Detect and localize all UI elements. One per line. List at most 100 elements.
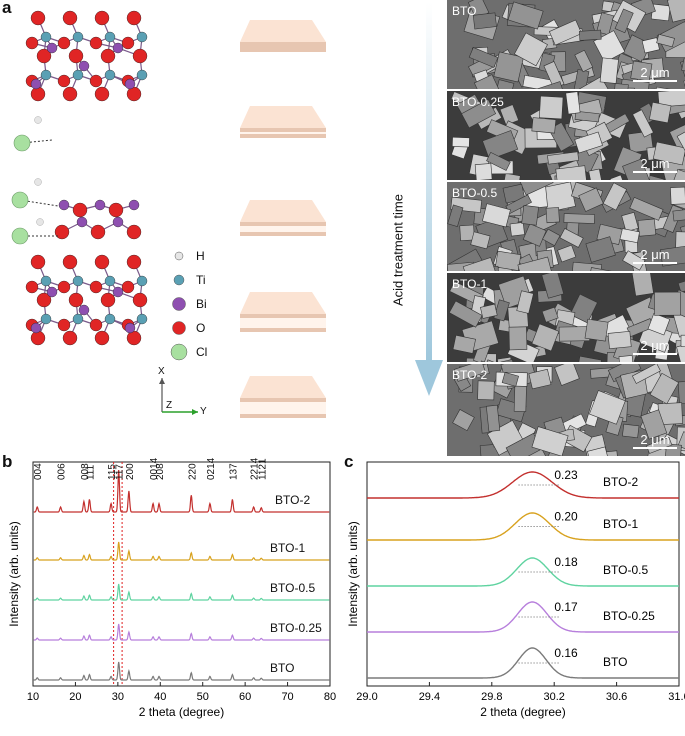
layer-schematic xyxy=(240,20,326,418)
peak-label: 137 xyxy=(228,463,239,480)
series-line xyxy=(367,557,679,587)
panel-a-label: a xyxy=(2,0,12,17)
axis-z-label: Z xyxy=(166,400,173,411)
series-line xyxy=(367,471,679,499)
fwhm-value: 0.16 xyxy=(554,646,578,660)
peak-label: 0214 xyxy=(206,457,217,480)
atom-swatch-icon xyxy=(173,274,185,286)
sem-label: BTO xyxy=(452,4,477,18)
panel-c-label: c xyxy=(344,452,354,471)
tick-label: 31.0 xyxy=(668,691,685,703)
series-line xyxy=(367,601,679,633)
peak-label: 008 xyxy=(80,463,91,480)
fwhm-value: 0.17 xyxy=(554,600,578,614)
peak-label: 2214 xyxy=(250,457,261,480)
tick-label: 29.0 xyxy=(356,691,377,703)
atom-swatch-icon xyxy=(174,251,184,261)
series-label: BTO-0.5 xyxy=(270,581,315,595)
legend-label: Bi xyxy=(196,297,207,311)
x-axis-label: 2 theta (degree) xyxy=(480,705,565,719)
legend-item-bi: Bi xyxy=(170,292,207,316)
sem-image: BTO-0.25 2 μm xyxy=(447,91,685,180)
tick-label: 29.4 xyxy=(419,691,440,703)
scale-bar: 2 μm xyxy=(633,247,677,265)
legend-label: H xyxy=(196,249,205,263)
scale-bar: 2 μm xyxy=(633,156,677,174)
tick-label: 10 xyxy=(27,691,39,703)
legend-label: Ti xyxy=(196,273,206,287)
fwhm-value: 0.18 xyxy=(554,555,578,569)
legend-label: O xyxy=(196,321,206,335)
peak-label: 115 xyxy=(107,464,118,480)
sem-image: BTO-0.5 2 μm xyxy=(447,182,685,271)
panel-b-label: b xyxy=(2,452,13,471)
acid-treatment-arrow xyxy=(415,2,443,396)
tick-label: 29.8 xyxy=(481,691,502,703)
sem-texture xyxy=(447,273,685,362)
peak-label: 208 xyxy=(155,463,166,480)
tick-label: 80 xyxy=(324,691,336,703)
tick-label: 30.2 xyxy=(543,691,564,703)
legend-item-ti: Ti xyxy=(170,268,207,292)
tick-label: 50 xyxy=(197,691,209,703)
sem-texture xyxy=(447,182,685,271)
series-label: BTO-1 xyxy=(603,517,638,531)
x-axis-label: 2 theta (degree) xyxy=(139,705,224,719)
scale-bar: 2 μm xyxy=(633,65,677,83)
series-label: BTO xyxy=(603,655,627,669)
atom-swatch-icon xyxy=(170,343,188,361)
series-line xyxy=(33,661,330,681)
y-axis-label: Intensity (arb. units) xyxy=(7,521,21,626)
scale-bar: 2 μm xyxy=(633,338,677,356)
sem-texture xyxy=(447,91,685,180)
sem-image: BTO-1 2 μm xyxy=(447,273,685,362)
series-line xyxy=(367,647,679,679)
fwhm-value: 0.23 xyxy=(554,468,578,482)
fwhm-value: 0.20 xyxy=(554,510,578,524)
xrd-zoom-chart: 0.16 BTO 0.17 BTO-0.25 0.18 BTO-0.5 0.20 BTO-1 0… xyxy=(346,461,685,719)
scale-bar: 2 μm xyxy=(633,432,677,450)
tick-label: 40 xyxy=(154,691,166,703)
series-line xyxy=(33,583,330,601)
series-label: BTO xyxy=(270,661,294,675)
series-line xyxy=(33,623,330,641)
legend-item-cl: Cl xyxy=(170,340,207,364)
sem-label: BTO-0.5 xyxy=(452,186,498,200)
acid-treatment-label: Acid treatment time xyxy=(390,194,406,306)
peak-label: 117 xyxy=(115,464,126,480)
peak-label: 220 xyxy=(187,463,198,480)
series-label: BTO-0.25 xyxy=(270,621,322,635)
tick-label: 30.6 xyxy=(606,691,627,703)
crystal-structure xyxy=(11,10,198,415)
legend-item-o: O xyxy=(170,316,207,340)
peak-label: 1121 xyxy=(257,458,268,480)
series-label: BTO-2 xyxy=(275,493,310,507)
tick-label: 60 xyxy=(239,691,251,703)
sem-texture xyxy=(447,0,685,89)
series-line xyxy=(33,541,330,561)
atom-swatch-icon xyxy=(172,297,186,311)
series-label: BTO-0.25 xyxy=(603,609,655,623)
series-label: BTO-2 xyxy=(603,475,638,489)
xrd-chart: BTO BTO-0.25 BTO-0.5 BTO-1 BTO-2 004 006 008111… xyxy=(7,457,336,719)
peak-label: 0014 xyxy=(149,457,160,480)
sem-label: BTO-0.25 xyxy=(452,95,504,109)
sem-label: BTO-2 xyxy=(452,368,488,382)
tick-label: 20 xyxy=(69,691,81,703)
series-label: BTO-1 xyxy=(270,541,305,555)
sem-texture xyxy=(447,364,685,456)
peak-label: 006 xyxy=(57,463,68,480)
atom-swatch-icon xyxy=(172,321,186,335)
peak-label: 111 xyxy=(85,464,96,480)
tick-label: 70 xyxy=(281,691,293,703)
series-label: BTO-0.5 xyxy=(603,563,648,577)
axis-x-label: X xyxy=(158,366,165,377)
sem-image: BTO 2 μm xyxy=(447,0,685,89)
peak-label: 200 xyxy=(125,463,136,480)
series-line xyxy=(33,469,330,513)
atom-legend: H Ti Bi O Cl xyxy=(170,244,207,364)
tick-label: 30 xyxy=(112,691,124,703)
peak-label: 004 xyxy=(33,463,44,480)
axis-y-label: Y xyxy=(200,406,207,417)
sem-image: BTO-2 2 μm xyxy=(447,364,685,456)
